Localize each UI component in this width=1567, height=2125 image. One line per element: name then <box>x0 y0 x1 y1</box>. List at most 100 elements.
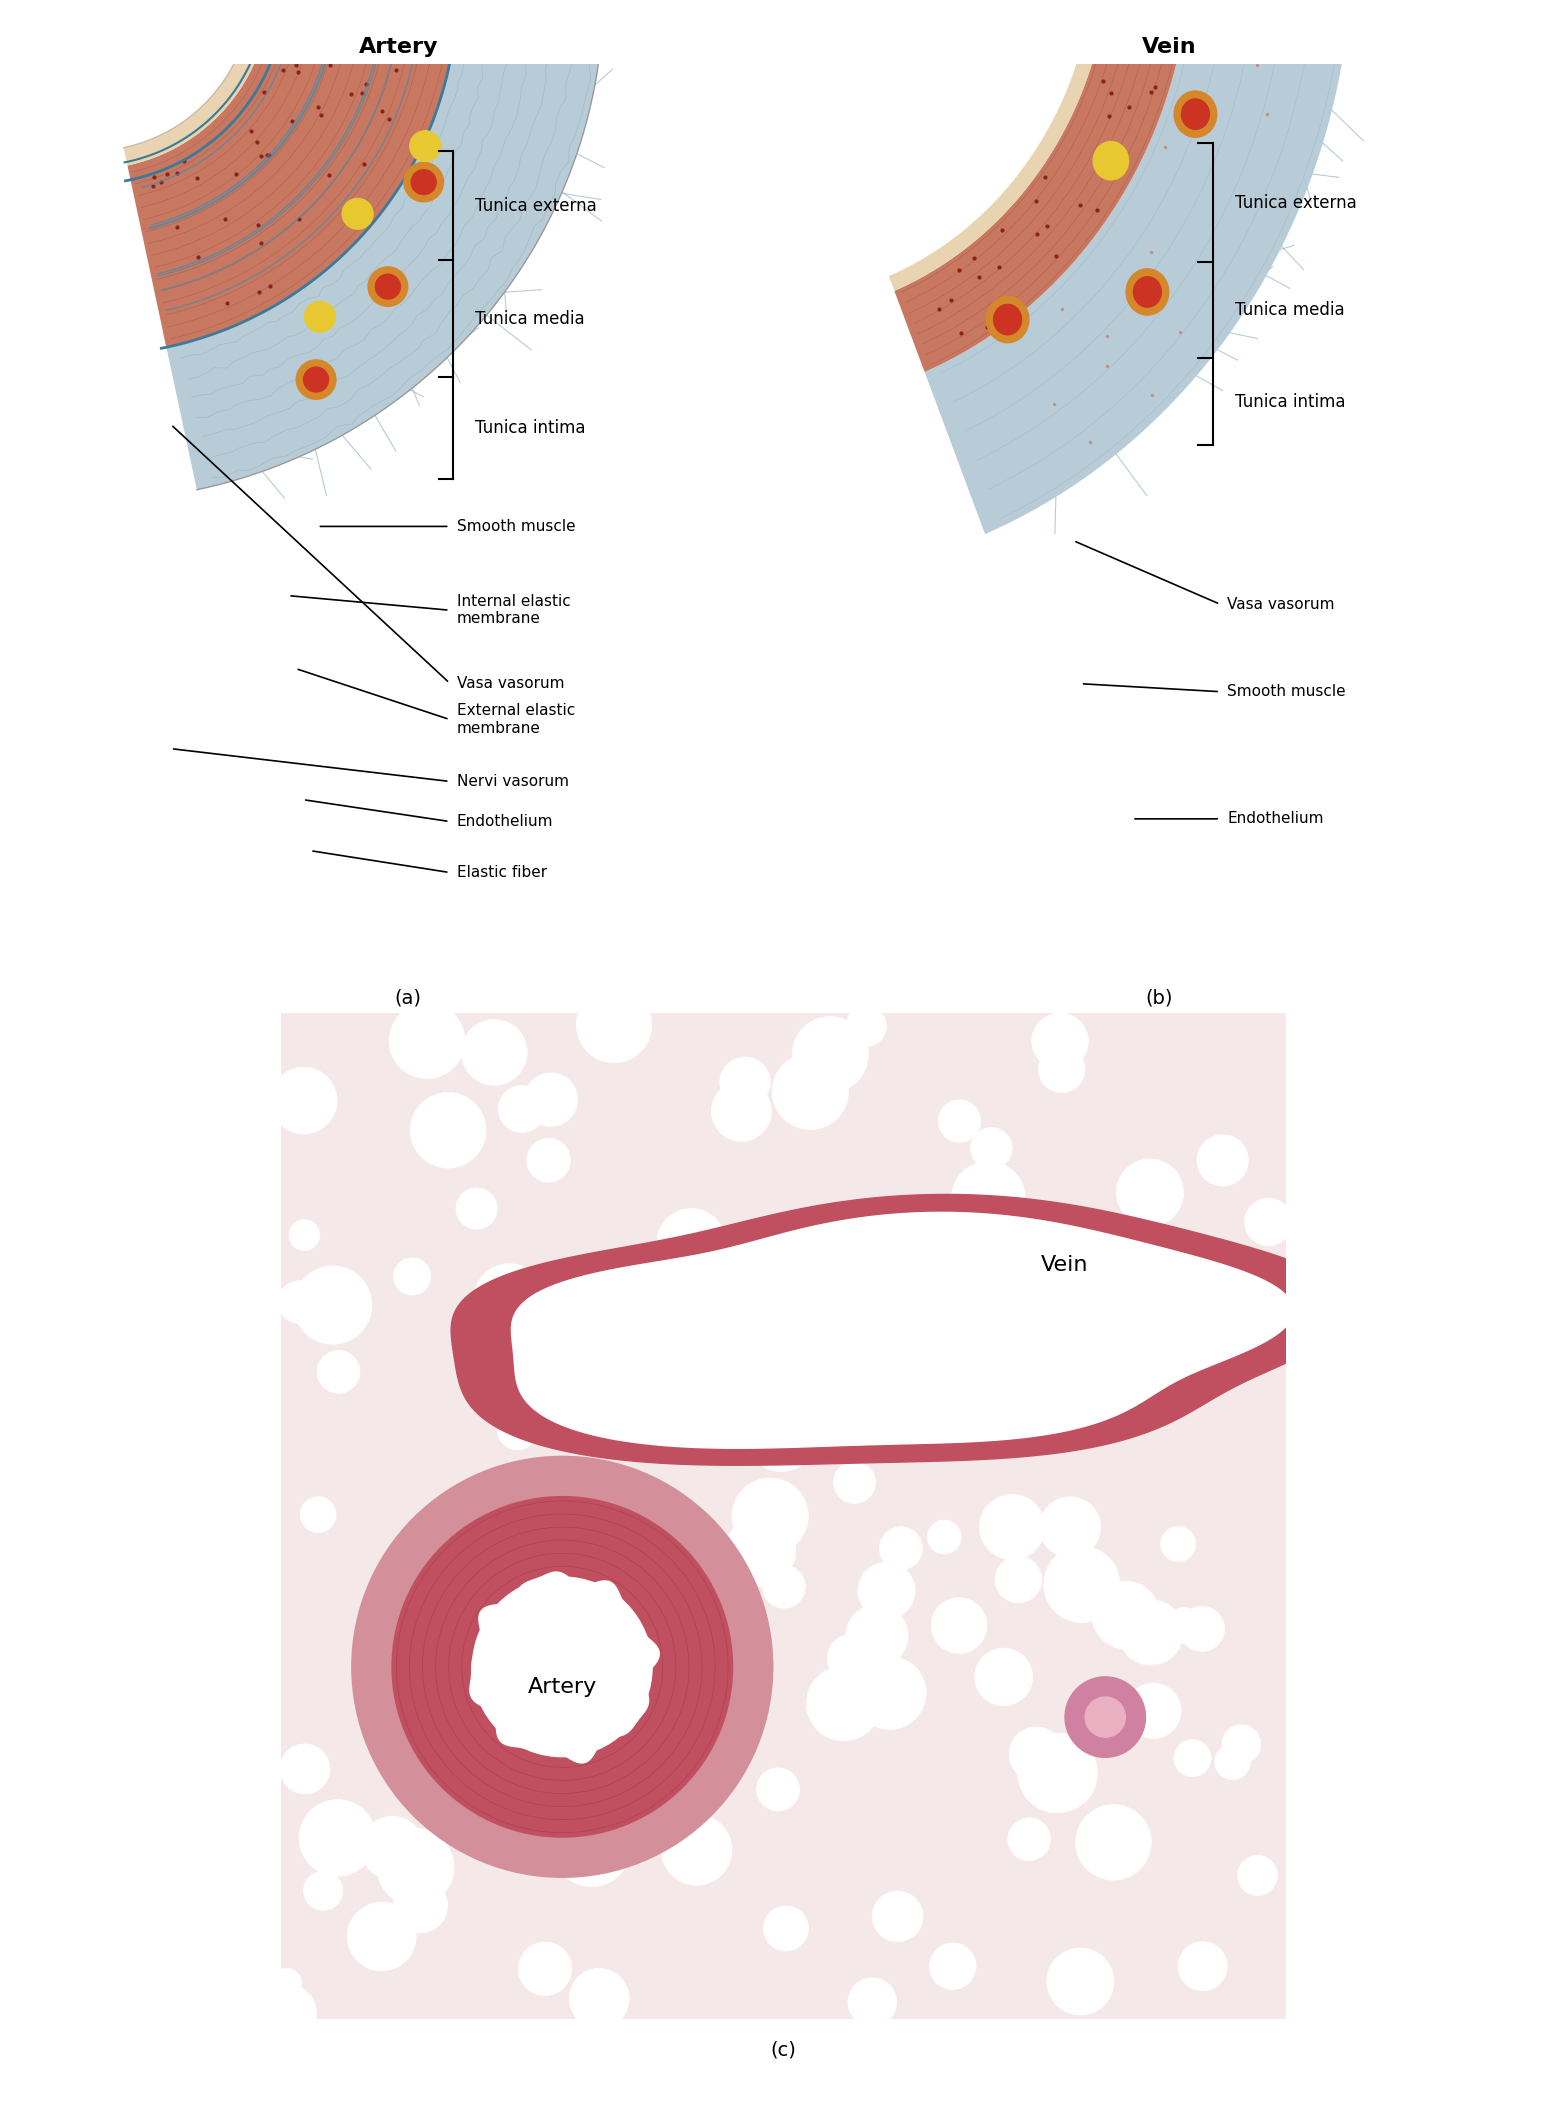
Circle shape <box>393 1878 448 1934</box>
Circle shape <box>475 1536 509 1570</box>
Circle shape <box>411 170 437 196</box>
Circle shape <box>501 1704 541 1742</box>
Circle shape <box>348 1902 417 1970</box>
Circle shape <box>1125 1683 1182 1738</box>
Circle shape <box>834 1462 876 1504</box>
Circle shape <box>807 1666 881 1740</box>
Circle shape <box>376 1828 454 1906</box>
Circle shape <box>661 1815 732 1885</box>
Text: Nervi vasorum: Nervi vasorum <box>458 774 569 788</box>
Circle shape <box>1182 98 1210 130</box>
Circle shape <box>1222 1726 1261 1764</box>
Circle shape <box>569 1968 630 2029</box>
Circle shape <box>490 1583 544 1636</box>
Circle shape <box>304 302 335 334</box>
Circle shape <box>1066 1677 1145 1757</box>
Circle shape <box>848 1978 896 2027</box>
Circle shape <box>794 1026 854 1086</box>
Circle shape <box>448 1481 498 1530</box>
Circle shape <box>259 1985 317 2042</box>
Text: Internal elastic
membrane: Internal elastic membrane <box>458 595 570 627</box>
Circle shape <box>411 1092 486 1169</box>
Text: Smooth muscle: Smooth muscle <box>1227 684 1346 699</box>
Circle shape <box>1039 1496 1100 1558</box>
Circle shape <box>1095 1706 1135 1745</box>
Circle shape <box>392 1496 733 1838</box>
Text: (b): (b) <box>1145 988 1174 1007</box>
Circle shape <box>779 1056 837 1116</box>
Circle shape <box>375 274 401 300</box>
Circle shape <box>793 1016 868 1092</box>
Circle shape <box>1001 1207 1034 1239</box>
Text: Artery: Artery <box>528 1677 597 1698</box>
Text: Tunica externa: Tunica externa <box>1235 193 1357 213</box>
Circle shape <box>1119 1600 1183 1666</box>
Circle shape <box>757 1768 799 1810</box>
Circle shape <box>1238 1855 1277 1896</box>
Circle shape <box>979 1494 1045 1560</box>
Circle shape <box>1197 1135 1249 1186</box>
Circle shape <box>498 1086 545 1133</box>
Circle shape <box>1044 1547 1120 1624</box>
Circle shape <box>299 1800 376 1876</box>
Circle shape <box>277 1281 321 1324</box>
Circle shape <box>360 1817 423 1878</box>
Circle shape <box>569 1570 632 1632</box>
Circle shape <box>351 1456 774 1878</box>
Polygon shape <box>130 8 456 346</box>
Circle shape <box>577 988 652 1062</box>
Title: Vein: Vein <box>1141 36 1196 57</box>
Circle shape <box>1048 1271 1084 1307</box>
Circle shape <box>986 295 1030 344</box>
Circle shape <box>271 1968 302 2000</box>
Circle shape <box>1017 1734 1097 1813</box>
Circle shape <box>1103 1819 1145 1859</box>
Circle shape <box>1125 268 1169 317</box>
Circle shape <box>302 365 329 393</box>
Circle shape <box>414 1687 472 1747</box>
Circle shape <box>301 1496 335 1532</box>
Circle shape <box>578 1713 633 1768</box>
Text: Tunica intima: Tunica intima <box>475 419 586 438</box>
Circle shape <box>616 1800 664 1847</box>
Circle shape <box>856 1615 892 1651</box>
Circle shape <box>846 1604 909 1666</box>
Circle shape <box>1031 1014 1089 1069</box>
Circle shape <box>657 1209 726 1277</box>
Circle shape <box>773 1054 848 1130</box>
Circle shape <box>821 1379 867 1424</box>
Circle shape <box>937 1334 998 1396</box>
Text: Vasa vasorum: Vasa vasorum <box>458 676 564 691</box>
Circle shape <box>918 1347 959 1388</box>
Circle shape <box>611 1617 660 1666</box>
Circle shape <box>1214 1745 1250 1781</box>
Circle shape <box>393 1258 431 1294</box>
Text: (a): (a) <box>393 988 422 1007</box>
Circle shape <box>951 1160 1025 1235</box>
Circle shape <box>1116 1158 1183 1226</box>
Text: External elastic
membrane: External elastic membrane <box>458 703 575 735</box>
Circle shape <box>827 1634 873 1681</box>
Circle shape <box>873 1891 923 1942</box>
Circle shape <box>993 304 1022 336</box>
Circle shape <box>995 1556 1042 1602</box>
Circle shape <box>929 1942 976 1989</box>
Circle shape <box>1174 91 1218 138</box>
Text: Tunica intima: Tunica intima <box>1235 393 1346 410</box>
Text: Endothelium: Endothelium <box>458 814 553 829</box>
Circle shape <box>726 1515 796 1587</box>
Text: Elastic fiber: Elastic fiber <box>458 865 547 880</box>
Circle shape <box>837 1292 901 1356</box>
Circle shape <box>527 1139 570 1182</box>
Circle shape <box>1092 1581 1160 1649</box>
Circle shape <box>672 1587 719 1634</box>
Circle shape <box>928 1362 962 1396</box>
Circle shape <box>1075 1804 1152 1881</box>
Circle shape <box>689 1592 749 1651</box>
Circle shape <box>342 198 375 230</box>
Circle shape <box>711 1082 771 1141</box>
Polygon shape <box>124 4 270 166</box>
Circle shape <box>271 1067 337 1135</box>
Circle shape <box>732 1479 809 1553</box>
Circle shape <box>552 1806 632 1887</box>
